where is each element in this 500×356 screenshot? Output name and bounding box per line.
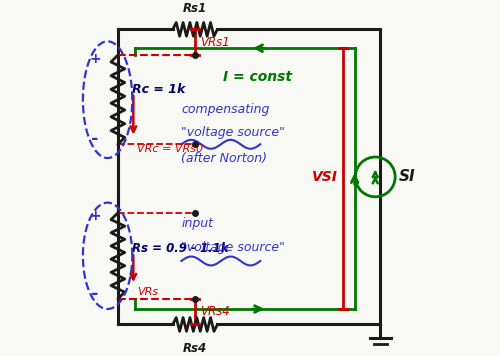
Text: Rs4: Rs4 [183, 342, 207, 355]
Text: +: + [89, 209, 101, 223]
Text: VRs4: VRs4 [200, 305, 230, 318]
Text: Rc = 1k: Rc = 1k [132, 83, 185, 96]
Text: Rs1: Rs1 [183, 2, 207, 15]
Text: -: - [91, 284, 98, 303]
Text: VRs: VRs [137, 287, 158, 297]
Text: SI: SI [398, 169, 415, 184]
Text: "voltage source": "voltage source" [182, 241, 285, 254]
Text: input: input [182, 217, 214, 230]
Text: I = const: I = const [222, 70, 292, 84]
Text: VRc = VRs0: VRc = VRs0 [137, 144, 203, 154]
Text: VRs1: VRs1 [200, 36, 230, 49]
Text: VSI: VSI [312, 170, 338, 184]
Text: compensating: compensating [182, 104, 270, 116]
Text: Rs = 0.9 - 1.1k: Rs = 0.9 - 1.1k [132, 242, 228, 256]
Text: -: - [91, 130, 98, 148]
Text: (after Norton): (after Norton) [182, 152, 268, 164]
Text: +: + [89, 52, 101, 66]
Text: "voltage source": "voltage source" [182, 126, 285, 139]
